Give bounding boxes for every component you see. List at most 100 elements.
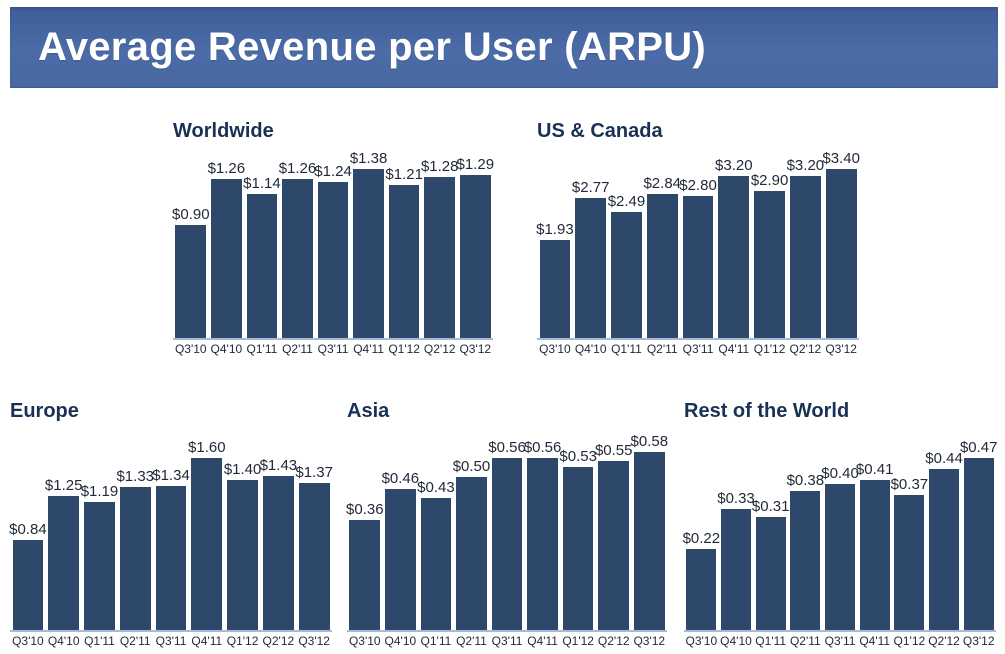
bar (755, 517, 786, 630)
x-axis-label: Q2'11 (119, 634, 151, 648)
bar-value-label: $1.33 (116, 468, 155, 485)
bar-value-label: $0.36 (346, 501, 384, 518)
bar-slot: $0.56 (488, 430, 526, 630)
bar-slot: $1.34 (152, 430, 190, 630)
bar-slot: $1.60 (188, 430, 226, 630)
bar (721, 509, 751, 630)
bar-value-label: $0.90 (172, 206, 210, 223)
bar-value-label: $1.24 (314, 163, 352, 180)
bar-value-label: $0.22 (682, 530, 721, 547)
x-axis-label: Q4'10 (720, 634, 752, 648)
bar-slot: $0.36 (346, 430, 384, 630)
bar-value-label: $2.49 (607, 193, 646, 210)
bar (825, 484, 855, 630)
bar-slot: $0.53 (559, 430, 597, 630)
bar (491, 458, 523, 630)
bar-slot: $1.28 (421, 150, 459, 338)
bar-slot: $0.50 (452, 430, 491, 630)
x-axis-label: Q2'12 (597, 634, 630, 648)
bar-value-label: $0.44 (925, 450, 963, 467)
bar (420, 498, 452, 630)
bar-value-label: $1.14 (243, 175, 281, 192)
bar-value-label: $3.40 (822, 150, 860, 167)
plot-area: $1.93 $2.77 $2.49 $2.84 $2.80 $3.20 $2.90 $3.20… (536, 150, 860, 338)
x-axis-label: Q2'11 (282, 342, 313, 356)
x-axis-label: Q4'11 (353, 342, 384, 356)
bar (859, 480, 890, 630)
x-axis-label: Q3'12 (962, 634, 995, 648)
bar (894, 495, 925, 630)
bar (353, 169, 384, 338)
x-axis-labels: Q3'10 Q4'10 Q1'11 Q2'11 Q3'11 Q4'11 Q1'12 Q2'12… (173, 340, 493, 356)
bar-slot: $0.47 (959, 430, 998, 630)
bar (575, 198, 607, 338)
bar-slot: $1.38 (350, 150, 387, 338)
bar-slot: $1.19 (81, 430, 118, 630)
bar (227, 480, 258, 630)
bar (790, 491, 821, 630)
bar (825, 169, 857, 338)
bar (262, 476, 294, 630)
bar-value-label: $0.47 (959, 439, 998, 456)
x-axis-label: Q1'11 (246, 342, 278, 356)
bar (175, 225, 207, 338)
chart-worldwide: Worldwide $0.90 $1.26 $1.14 $1.26 $1.24 $1.38 $… (172, 120, 494, 356)
bar-value-label: $1.37 (295, 464, 333, 481)
bar-value-label: $1.26 (278, 160, 317, 177)
bar-value-label: $1.60 (188, 439, 226, 456)
bar (119, 487, 151, 630)
bar-value-label: $2.77 (571, 179, 610, 196)
bar-slot: $1.93 (536, 150, 574, 338)
bar-slot: $2.84 (643, 150, 682, 338)
x-axis-label: Q4'11 (191, 634, 223, 648)
x-axis-label: Q1'11 (611, 342, 642, 356)
bar (611, 212, 642, 338)
bar-slot: $0.56 (523, 430, 562, 630)
bar-value-label: $0.31 (751, 498, 790, 515)
x-axis-label: Q3'10 (12, 634, 44, 648)
bar (456, 477, 487, 630)
bar-value-label: $0.40 (821, 465, 859, 482)
bar-slot: $0.37 (891, 430, 928, 630)
bar-slot: $1.33 (116, 430, 155, 630)
bar (388, 185, 420, 338)
bar (385, 489, 416, 630)
bar-value-label: $0.56 (523, 439, 562, 456)
x-axis-label: Q3'11 (682, 342, 714, 356)
bar-value-label: $0.46 (381, 470, 420, 487)
bar-value-label: $3.20 (715, 157, 753, 174)
x-axis-label: Q3'10 (348, 634, 381, 648)
x-axis-label: Q2'11 (646, 342, 678, 356)
bar-value-label: $2.84 (643, 175, 682, 192)
bar-value-label: $0.50 (452, 458, 491, 475)
x-axis-label: Q3'10 (685, 634, 718, 648)
x-axis-label: Q3'11 (491, 634, 523, 648)
x-axis-label: Q1'12 (562, 634, 594, 648)
bar-value-label: $0.38 (786, 472, 825, 489)
bar-value-label: $0.53 (559, 448, 597, 465)
bar-slot: $0.40 (821, 430, 859, 630)
bar-slot: $0.90 (172, 150, 210, 338)
bar-value-label: $3.20 (786, 157, 825, 174)
x-axis-label: Q2'12 (423, 342, 456, 356)
x-axis-line (347, 630, 667, 632)
bar-slot: $1.14 (243, 150, 281, 338)
x-axis-label: Q4'11 (859, 634, 891, 648)
bar (718, 176, 750, 338)
bar (349, 520, 381, 630)
bar-slot: $1.40 (224, 430, 261, 630)
bar-value-label: $0.33 (717, 490, 755, 507)
page-title: Average Revenue per User (ARPU) (38, 25, 707, 69)
chart-title-europe: Europe (10, 400, 79, 422)
bar-value-label: $1.21 (385, 166, 423, 183)
x-axis-labels: Q3'10 Q4'10 Q1'11 Q2'11 Q3'11 Q4'11 Q1'12 Q2'12… (347, 632, 667, 648)
x-axis-line (537, 338, 859, 340)
x-axis-label: Q1'12 (753, 342, 786, 356)
x-axis-label: Q4'10 (47, 634, 80, 648)
x-axis-label: Q3'12 (633, 634, 666, 648)
bar (789, 176, 821, 338)
x-axis-label: Q3'11 (317, 342, 349, 356)
x-axis-label: Q2'12 (262, 634, 295, 648)
bar-slot: $3.40 (822, 150, 860, 338)
bar-slot: $0.41 (856, 430, 893, 630)
